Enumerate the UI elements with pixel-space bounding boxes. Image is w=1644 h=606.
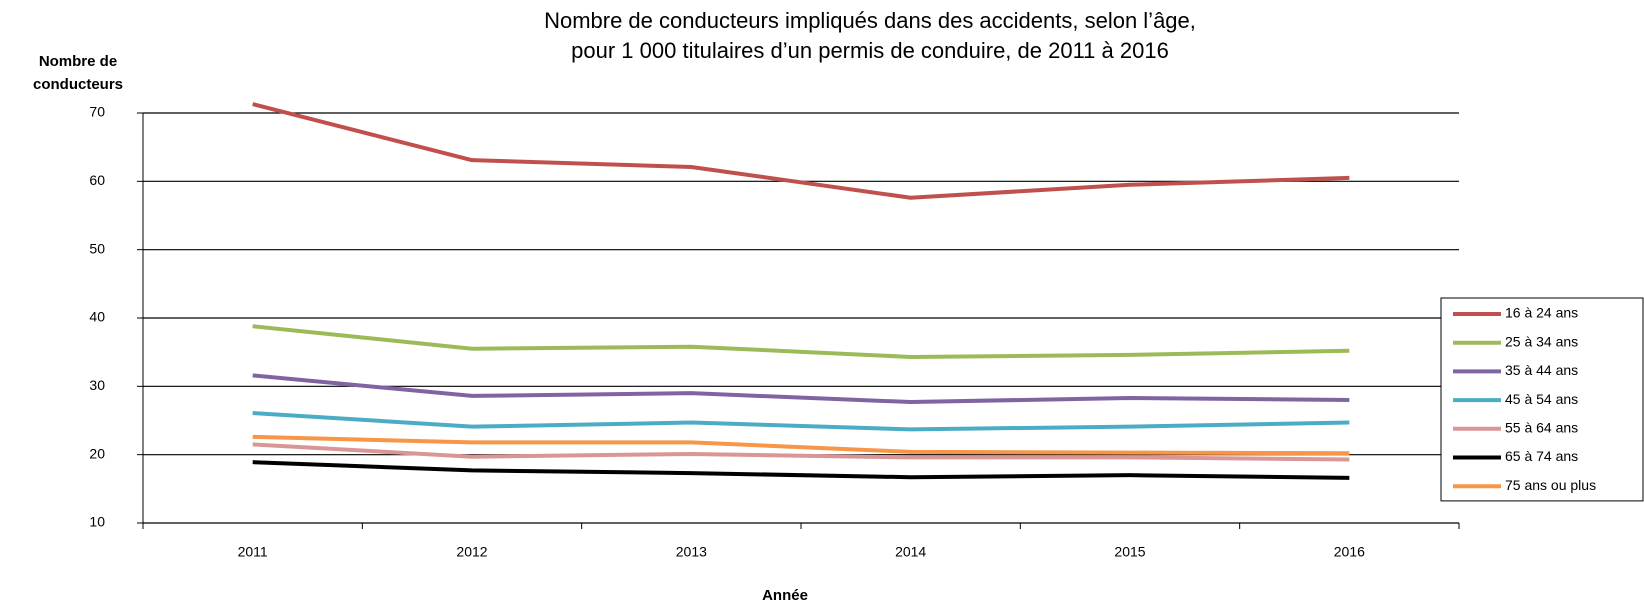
x-tick-label: 2012 bbox=[456, 544, 487, 560]
legend-label: 35 à 44 ans bbox=[1505, 362, 1578, 378]
legend-label: 55 à 64 ans bbox=[1505, 420, 1578, 436]
y-tick-label: 40 bbox=[89, 309, 105, 325]
x-tick-label: 2014 bbox=[895, 544, 926, 560]
series-line bbox=[252, 324, 1350, 359]
y-tick-label: 50 bbox=[89, 240, 105, 256]
legend-label: 65 à 74 ans bbox=[1505, 448, 1578, 464]
series-line bbox=[252, 434, 1350, 456]
x-tick-label: 2015 bbox=[1114, 544, 1145, 560]
x-tick-label: 2016 bbox=[1334, 544, 1365, 560]
y-axis-label: Nombre de bbox=[39, 53, 117, 70]
legend-label: 25 à 34 ans bbox=[1505, 333, 1578, 349]
y-tick-label: 30 bbox=[89, 377, 105, 393]
y-axis-label: conducteurs bbox=[33, 76, 123, 93]
series-line bbox=[252, 460, 1350, 480]
x-tick-label: 2013 bbox=[676, 544, 707, 560]
legend-label: 75 ans ou plus bbox=[1505, 477, 1596, 493]
legend-label: 16 à 24 ans bbox=[1505, 305, 1578, 321]
y-tick-label: 10 bbox=[89, 514, 105, 530]
legend-label: 45 à 54 ans bbox=[1505, 391, 1578, 407]
y-tick-label: 20 bbox=[89, 445, 105, 461]
chart-title: pour 1 000 titulaires d’un permis de con… bbox=[571, 38, 1169, 63]
x-tick-label: 2011 bbox=[238, 544, 268, 560]
series-line bbox=[252, 410, 1350, 432]
y-tick-label: 60 bbox=[89, 172, 105, 188]
y-tick-label: 70 bbox=[89, 104, 105, 120]
chart-title: Nombre de conducteurs impliqués dans des… bbox=[544, 8, 1196, 33]
x-axis-label: Année bbox=[762, 587, 808, 604]
series-line bbox=[252, 102, 1350, 200]
series-line bbox=[252, 442, 1350, 462]
series-line bbox=[252, 373, 1350, 405]
